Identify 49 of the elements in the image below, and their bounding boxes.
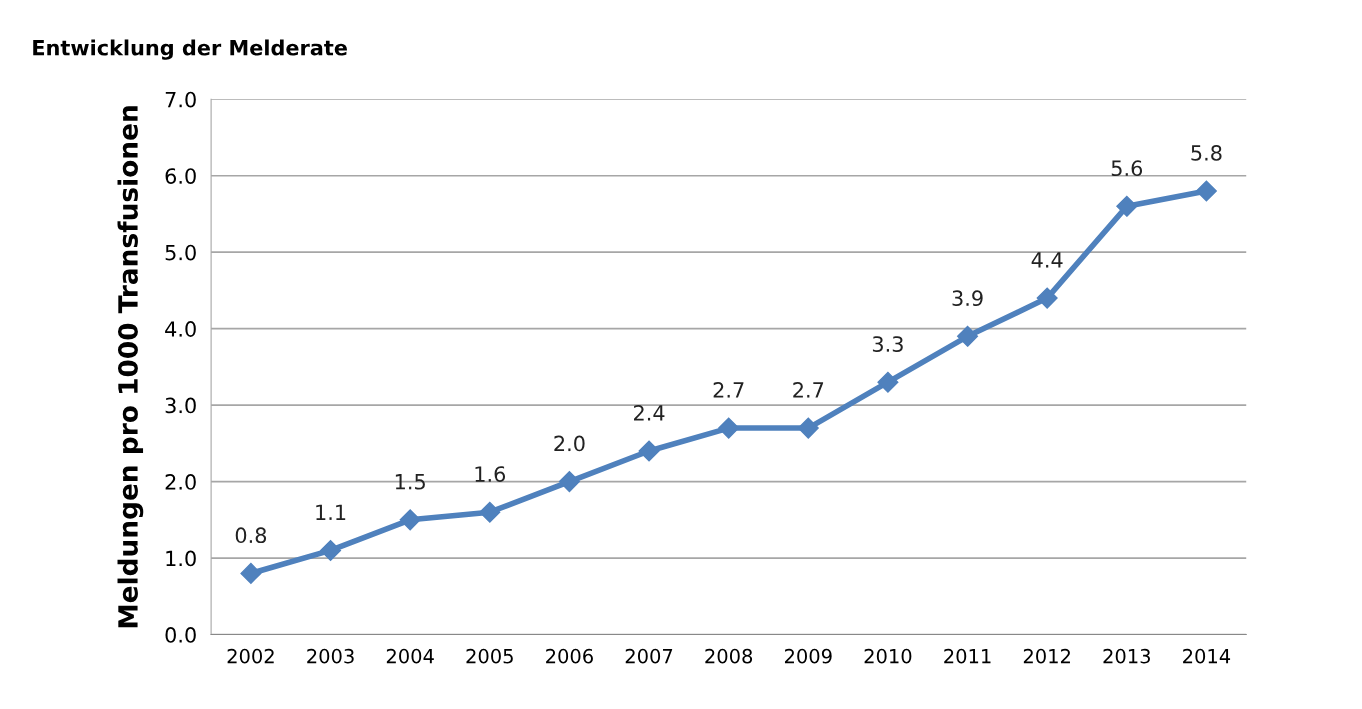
y-tick-label: 4.0 [165, 321, 196, 337]
point [1195, 180, 1217, 202]
data-label: 0.8 [235, 527, 267, 544]
point [240, 562, 262, 584]
point [797, 417, 819, 439]
x-tick-label: 2010 [864, 648, 912, 664]
point [399, 509, 421, 531]
x-tick-label: 2003 [307, 648, 354, 664]
x-tick-label: 2002 [227, 648, 274, 664]
point [479, 501, 501, 523]
y-tick-label: 3.0 [165, 397, 196, 414]
point [877, 371, 899, 393]
x-tick-label: 2009 [784, 648, 832, 664]
x-tick-label: 2004 [386, 648, 434, 664]
y-tick-label: 0.0 [165, 627, 196, 643]
x-tick-label: 2006 [546, 648, 593, 664]
data-label: 5.8 [1191, 145, 1222, 161]
point [1116, 195, 1138, 217]
data-label: 2.4 [634, 405, 665, 421]
y-tick-label: 1.0 [166, 550, 196, 567]
y-tick-label: 6.0 [165, 168, 196, 184]
y-tick-label: 2.0 [165, 474, 196, 490]
point [957, 325, 979, 347]
x-tick-label: 2014 [1183, 648, 1231, 664]
x-tick-label: 2013 [1103, 648, 1150, 664]
point [718, 417, 740, 439]
data-label: 3.3 [872, 336, 903, 352]
data-label: 1.1 [316, 504, 346, 520]
data-label: 4.4 [1031, 252, 1063, 268]
y-tick-label: 7.0 [165, 91, 196, 108]
chart-title: Entwicklung der Melderate [33, 39, 347, 60]
data-label: 2.7 [713, 382, 744, 398]
x-tick-label: 2012 [1023, 648, 1070, 664]
point [320, 539, 342, 561]
x-tick-label: 2007 [625, 648, 673, 664]
y-tick-label: 5.0 [165, 244, 196, 261]
point [558, 471, 580, 493]
point [1036, 287, 1058, 309]
data-label: 5.6 [1111, 160, 1143, 177]
data-label: 3.9 [952, 290, 983, 307]
x-tick-label: 2005 [466, 648, 513, 664]
data-label: 1.6 [475, 466, 506, 482]
point [638, 440, 660, 462]
x-tick-label: 2008 [705, 648, 753, 664]
data-label: 2.7 [793, 382, 824, 398]
x-tick-label: 2011 [944, 648, 991, 664]
data-label: 1.5 [395, 474, 425, 490]
y-axis-title: Meldungen pro 1000 Transfusionen [117, 106, 144, 628]
data-label: 2.0 [554, 435, 585, 452]
